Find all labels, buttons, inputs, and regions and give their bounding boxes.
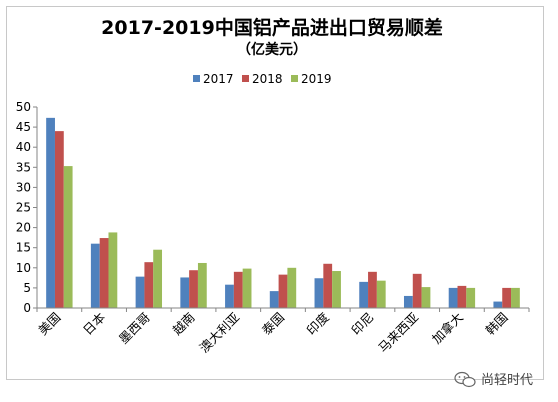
legend-label: 2018 xyxy=(252,72,283,86)
bar-2019-日本 xyxy=(108,232,118,308)
bar-2019-印度 xyxy=(332,271,341,308)
bar-2018-日本 xyxy=(99,238,109,308)
bar-2019-越南 xyxy=(197,262,207,308)
y-tick-label: 45 xyxy=(16,120,31,134)
bar-2017-马来西亚 xyxy=(403,295,413,308)
bar-2019-墨西哥 xyxy=(153,249,163,308)
bar-2018-美国 xyxy=(54,131,64,308)
watermark: 尚轻时代 xyxy=(454,371,533,388)
y-tick-label: 15 xyxy=(16,241,31,255)
bar-2018-韩国 xyxy=(502,287,512,308)
y-tick-label: 0 xyxy=(23,301,31,315)
bar-2017-加拿大 xyxy=(448,287,458,308)
y-tick-label: 25 xyxy=(16,201,31,215)
bar-2017-越南 xyxy=(180,277,190,308)
bar-2019-美国 xyxy=(63,166,73,308)
chart-title: 2017-2019中国铝产品进出口贸易顺差 xyxy=(101,16,443,39)
y-tick-label: 50 xyxy=(16,100,31,114)
category-label: 韩国 xyxy=(482,310,510,338)
bar-2019-泰国 xyxy=(287,267,297,308)
chart-subtitle: （亿美元） xyxy=(237,41,307,58)
category-label: 美国 xyxy=(35,310,63,338)
bar-2019-印尼 xyxy=(376,280,386,308)
bar-2018-马来西亚 xyxy=(412,273,422,308)
y-axis: 0 5 10 15 20 25 30 35 40 45 50 xyxy=(16,100,38,315)
bar-2018-越南 xyxy=(189,270,198,308)
y-tick-label: 5 xyxy=(23,281,31,295)
bar-2017-印尼 xyxy=(359,281,369,308)
bar-2019-韩国 xyxy=(511,287,520,308)
category-label: 越南 xyxy=(169,310,197,338)
bar-2018-加拿大 xyxy=(457,285,467,308)
legend-swatch-2017 xyxy=(193,75,200,82)
legend: 2017 2018 2019 xyxy=(193,72,332,86)
bar-2018-印度 xyxy=(323,263,333,308)
watermark-text: 尚轻时代 xyxy=(481,373,533,388)
bar-2018-澳大利亚 xyxy=(233,271,243,308)
chart-frame xyxy=(6,6,544,380)
category-label: 印度 xyxy=(304,309,333,338)
bar-2019-马来西亚 xyxy=(421,287,431,308)
y-tick-label: 20 xyxy=(16,221,31,235)
category-label: 澳大利亚 xyxy=(196,310,242,356)
category-label: 印尼 xyxy=(348,310,376,338)
bar-2017-泰国 xyxy=(269,291,279,308)
category-label: 墨西哥 xyxy=(116,310,153,347)
bar-2018-印尼 xyxy=(368,271,377,308)
bar-2019-澳大利亚 xyxy=(242,268,252,308)
y-tick-label: 40 xyxy=(16,140,31,154)
bar-2017-日本 xyxy=(90,243,100,308)
legend-swatch-2018 xyxy=(242,75,249,82)
bar-2019-加拿大 xyxy=(466,287,476,308)
category-label: 日本 xyxy=(80,309,109,338)
category-label: 泰国 xyxy=(259,310,287,338)
legend-label: 2019 xyxy=(301,72,332,86)
y-tick-label: 10 xyxy=(16,261,31,275)
bar-2017-印度 xyxy=(314,278,324,308)
bar-2017-墨西哥 xyxy=(135,276,145,308)
category-label: 马来西亚 xyxy=(375,310,421,356)
bar-2018-墨西哥 xyxy=(144,262,154,308)
bar-2017-美国 xyxy=(46,117,55,308)
bar-2018-泰国 xyxy=(278,274,288,308)
y-tick-label: 30 xyxy=(16,180,31,194)
bar-2017-澳大利亚 xyxy=(225,284,234,308)
legend-label: 2017 xyxy=(203,72,234,86)
y-tick-label: 35 xyxy=(16,160,31,174)
legend-swatch-2019 xyxy=(291,75,298,82)
category-label: 加拿大 xyxy=(429,310,466,347)
wechat-icon xyxy=(454,371,476,388)
bars xyxy=(46,117,520,308)
bar-2017-韩国 xyxy=(493,301,503,308)
